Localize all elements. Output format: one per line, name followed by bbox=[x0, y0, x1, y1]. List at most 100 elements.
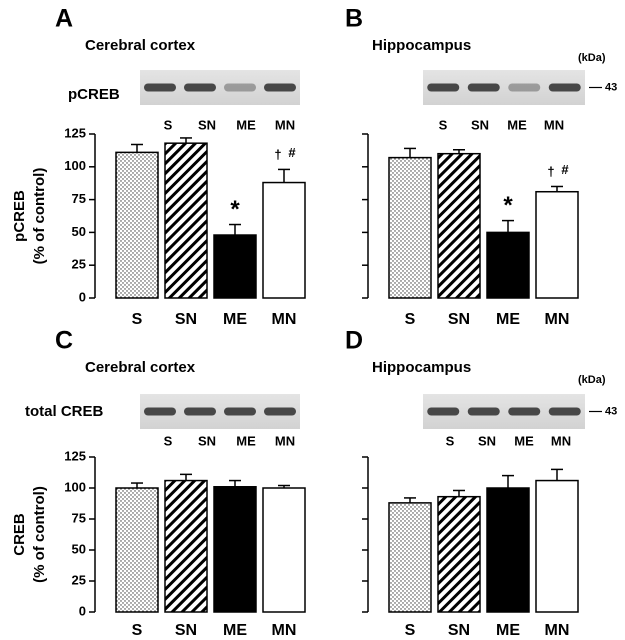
y-axis-label: (% of control) bbox=[31, 486, 48, 583]
lane-label: MN bbox=[275, 433, 295, 448]
x-tick-label: MN bbox=[272, 622, 297, 639]
y-tick-label: 0 bbox=[79, 603, 86, 618]
panel-title: Cerebral cortex bbox=[85, 37, 196, 54]
blot-band bbox=[467, 83, 500, 92]
panel: C Cerebral cortex S SN ME MN total CREB 0 25 50 75… bbox=[11, 327, 306, 639]
y-tick-label: 125 bbox=[64, 125, 86, 140]
blot-band bbox=[184, 83, 216, 92]
x-tick-label: ME bbox=[496, 311, 520, 328]
lane-label: SN bbox=[471, 117, 489, 132]
y-tick-label: 25 bbox=[72, 257, 86, 272]
bar bbox=[115, 487, 159, 613]
lane-label: SN bbox=[198, 433, 216, 448]
lane-label: MN bbox=[275, 117, 295, 132]
y-axis-label: pCREB bbox=[11, 190, 28, 242]
blot-band bbox=[427, 407, 460, 416]
lane-label: SN bbox=[198, 117, 216, 132]
lane-label: S bbox=[164, 433, 173, 448]
x-tick-label: ME bbox=[496, 622, 520, 639]
bar bbox=[115, 151, 159, 299]
panel-title: Hippocampus bbox=[372, 359, 471, 376]
bar bbox=[486, 487, 530, 613]
blot-band bbox=[184, 407, 216, 416]
y-tick-label: 125 bbox=[64, 448, 86, 463]
bar bbox=[535, 190, 579, 299]
x-tick-label: ME bbox=[223, 622, 247, 639]
blot-band bbox=[548, 407, 581, 416]
panel: B Hippocampus S SN ME MN (kDa) 43 S SN ME MN * † # bbox=[345, 5, 617, 329]
lane-label: ME bbox=[514, 433, 534, 448]
kda-marker: 43 bbox=[605, 405, 617, 417]
x-tick-label: MN bbox=[545, 622, 570, 639]
blot-band bbox=[264, 407, 296, 416]
y-axis-label: CREB bbox=[11, 513, 28, 556]
annotation: * bbox=[230, 196, 240, 223]
panel: A Cerebral cortex S SN ME MN pCREB 0 25 50 75 100 12… bbox=[11, 5, 306, 328]
y-tick-label: 50 bbox=[72, 541, 86, 556]
lane-label: MN bbox=[551, 433, 571, 448]
lane-label: MN bbox=[544, 117, 564, 132]
bar bbox=[164, 142, 208, 299]
y-tick-label: 100 bbox=[64, 158, 86, 173]
blot-band bbox=[264, 83, 296, 92]
x-tick-label: SN bbox=[175, 311, 197, 328]
bar bbox=[437, 495, 481, 613]
lane-label: S bbox=[439, 117, 448, 132]
bar bbox=[388, 156, 432, 299]
lane-label: ME bbox=[507, 117, 527, 132]
panel-letter: C bbox=[55, 327, 73, 355]
blot-label: total CREB bbox=[25, 403, 104, 420]
x-tick-label: S bbox=[405, 311, 416, 328]
blot-band bbox=[548, 83, 581, 92]
annotation: # bbox=[288, 145, 296, 160]
panel-title: Hippocampus bbox=[372, 37, 471, 54]
kda-marker: 43 bbox=[605, 81, 617, 93]
blot-band bbox=[144, 83, 176, 92]
lane-label: S bbox=[164, 117, 173, 132]
x-tick-label: MN bbox=[272, 311, 297, 328]
y-tick-label: 100 bbox=[64, 479, 86, 494]
x-tick-label: SN bbox=[175, 622, 197, 639]
y-tick-label: 50 bbox=[72, 224, 86, 239]
panel-letter: D bbox=[345, 327, 363, 355]
blot-band bbox=[224, 83, 256, 92]
y-axis-label: (% of control) bbox=[31, 168, 48, 265]
kda-label: (kDa) bbox=[578, 52, 606, 64]
blot-band bbox=[144, 407, 176, 416]
x-tick-label: SN bbox=[448, 311, 470, 328]
y-tick-label: 0 bbox=[79, 289, 86, 304]
x-tick-label: SN bbox=[448, 622, 470, 639]
annotation: # bbox=[561, 162, 569, 177]
blot-label: pCREB bbox=[68, 86, 120, 103]
blot-band bbox=[224, 407, 256, 416]
panel-title: Cerebral cortex bbox=[85, 359, 196, 376]
blot-band bbox=[427, 83, 460, 92]
x-tick-label: S bbox=[132, 622, 143, 639]
lane-label: ME bbox=[236, 117, 256, 132]
x-tick-label: ME bbox=[223, 311, 247, 328]
panel: D Hippocampus S SN ME MN (kDa) 43 S SN ME MN bbox=[345, 327, 617, 640]
blot-band bbox=[508, 407, 541, 416]
panel-letter: B bbox=[345, 5, 363, 33]
y-tick-label: 25 bbox=[72, 572, 86, 587]
lane-label: ME bbox=[236, 433, 256, 448]
annotation: † bbox=[547, 164, 554, 179]
y-tick-label: 75 bbox=[72, 191, 86, 206]
kda-label: (kDa) bbox=[578, 374, 606, 386]
blot-band bbox=[467, 407, 500, 416]
x-tick-label: MN bbox=[545, 311, 570, 328]
bar bbox=[213, 486, 257, 613]
lane-label: SN bbox=[478, 433, 496, 448]
annotation: * bbox=[503, 192, 513, 219]
bar bbox=[486, 231, 530, 299]
bar bbox=[437, 152, 481, 299]
blot-band bbox=[508, 83, 541, 92]
x-tick-label: S bbox=[132, 311, 143, 328]
bar bbox=[262, 487, 306, 613]
y-tick-label: 75 bbox=[72, 510, 86, 525]
panel-letter: A bbox=[55, 5, 73, 33]
bar bbox=[213, 234, 257, 299]
x-tick-label: S bbox=[405, 622, 416, 639]
lane-label: S bbox=[446, 433, 455, 448]
